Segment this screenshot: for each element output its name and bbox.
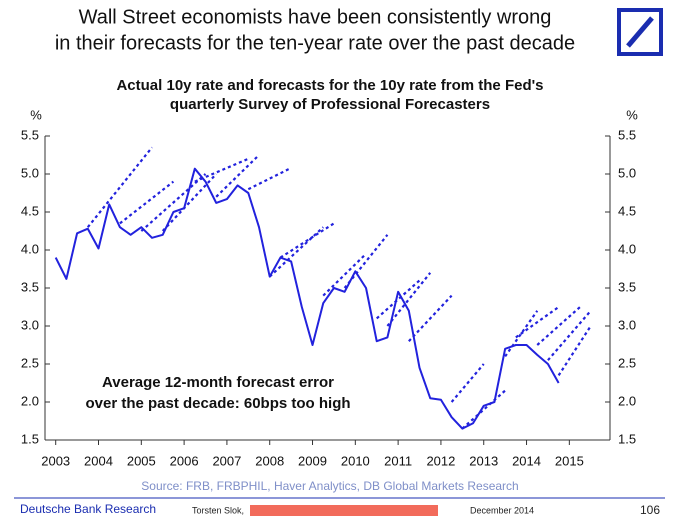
forecast-line: [386, 272, 432, 327]
y-tick-label: 5.0: [21, 165, 39, 180]
y2-axis-label: %: [626, 107, 638, 122]
y2-tick-label: 3.0: [618, 317, 636, 332]
logo: [617, 8, 663, 56]
x-tick-label: 2005: [127, 453, 156, 468]
forecast-line: [375, 279, 421, 320]
x-tick-label: 2011: [384, 453, 412, 468]
y-tick-label: 2.5: [21, 355, 39, 370]
x-tick-label: 2006: [170, 453, 199, 468]
x-tick-label: 2012: [426, 453, 455, 468]
forecast-line: [322, 253, 367, 297]
y2-tick-label: 5.5: [618, 127, 636, 142]
y2-tick-label: 1.5: [618, 431, 636, 446]
y2-tick-label: 5.0: [618, 165, 636, 180]
chart-subtitle: quarterly Survey of Professional Forecas…: [170, 96, 490, 113]
y-axis-label: %: [30, 107, 42, 122]
y2-tick-label: 4.0: [618, 241, 636, 256]
y-tick-label: 1.5: [21, 431, 39, 446]
y2-tick-label: 4.5: [618, 203, 636, 218]
forecast-line: [547, 310, 592, 361]
forecast-line: [161, 173, 218, 232]
annotation: Average 12-month forecast error: [102, 374, 334, 391]
footer-date: December 2014: [470, 505, 534, 515]
x-tick-label: 2014: [512, 453, 541, 468]
forecast-line: [268, 226, 324, 278]
footer-author: Torsten Slok,: [192, 505, 244, 515]
y-tick-label: 4.0: [21, 241, 39, 256]
forecast-line: [450, 363, 485, 403]
page-number: 106: [640, 503, 660, 517]
x-tick-label: 2004: [84, 453, 113, 468]
y-tick-label: 2.0: [21, 393, 39, 408]
y2-tick-label: 2.5: [618, 355, 636, 370]
x-tick-label: 2009: [298, 453, 327, 468]
actual-line: [54, 167, 560, 430]
forecast-line: [557, 325, 592, 376]
redaction: [250, 505, 438, 516]
x-tick-label: 2015: [555, 453, 584, 468]
chart-title: Wall Street economists have been consist…: [79, 6, 552, 28]
forecast-line: [461, 389, 506, 430]
x-tick-label: 2003: [41, 453, 70, 468]
x-tick-label: 2013: [469, 453, 498, 468]
footer-brand: Deutsche Bank Research: [20, 502, 156, 516]
annotation: over the past decade: 60bps too high: [85, 395, 350, 412]
forecast-line: [86, 146, 153, 228]
forecast-line: [536, 306, 581, 346]
forecast-line: [515, 306, 560, 339]
forecast-line: [140, 173, 207, 232]
x-tick-label: 2007: [212, 453, 241, 468]
forecast-line: [343, 234, 389, 289]
y2-tick-label: 3.5: [618, 279, 636, 294]
y2-tick-label: 2.0: [618, 393, 636, 408]
y-tick-label: 4.5: [21, 203, 39, 218]
forecast-line: [119, 180, 175, 225]
forecast-line: [279, 222, 335, 259]
chart-title: in their forecasts for the ten-year rate…: [55, 32, 575, 54]
forecast-line: [215, 154, 260, 198]
chart-subtitle: Actual 10y rate and forecasts for the 10…: [116, 77, 543, 94]
x-tick-label: 2010: [341, 453, 370, 468]
forecast-line: [194, 157, 249, 183]
forecast-line: [408, 294, 453, 342]
y-tick-label: 3.0: [21, 317, 39, 332]
x-tick-label: 2008: [255, 453, 284, 468]
y-tick-label: 5.5: [21, 127, 39, 142]
source: Source: FRB, FRBPHIL, Haver Analytics, D…: [141, 479, 518, 493]
y-tick-label: 3.5: [21, 279, 39, 294]
forecast-line: [247, 166, 292, 191]
